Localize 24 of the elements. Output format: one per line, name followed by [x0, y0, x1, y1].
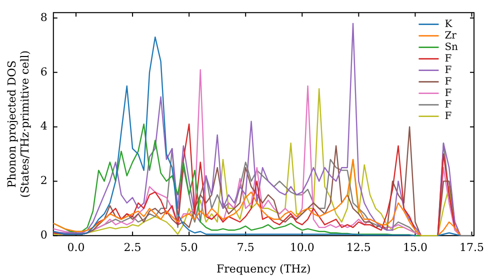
- x-tick-label: 7.5: [236, 241, 254, 254]
- y-tick-label: 6: [40, 65, 48, 78]
- legend-label: F: [444, 99, 452, 110]
- legend-label: F: [444, 76, 452, 88]
- legend-label: F: [444, 88, 452, 99]
- y-axis-title: Phonon projected DOS (States/THz·primitive cell): [5, 50, 32, 198]
- legend-label: K: [444, 18, 453, 30]
- legend-label: F: [444, 53, 452, 64]
- x-tick-label: 0.0: [67, 241, 85, 254]
- y-tick-label: 4: [40, 120, 48, 133]
- y-tick-label: 8: [40, 10, 48, 24]
- legend-label: Zr: [444, 30, 457, 42]
- x-tick-label: 17.5: [459, 241, 484, 254]
- legend-label: F: [444, 64, 452, 76]
- x-tick-label: 5.0: [180, 241, 198, 254]
- x-tick-label: 12.5: [346, 241, 371, 254]
- x-tick-label: 15.0: [402, 241, 428, 254]
- y-tick-label: 0: [40, 228, 48, 242]
- x-tick-label: 10.0: [290, 241, 314, 254]
- x-axis-title: Frequency (THz): [216, 262, 311, 276]
- y-tick-label: 2: [40, 174, 48, 188]
- x-tick-label: 2.5: [124, 241, 142, 254]
- legend-label: F: [444, 110, 452, 122]
- legend-label: Sn: [444, 42, 459, 53]
